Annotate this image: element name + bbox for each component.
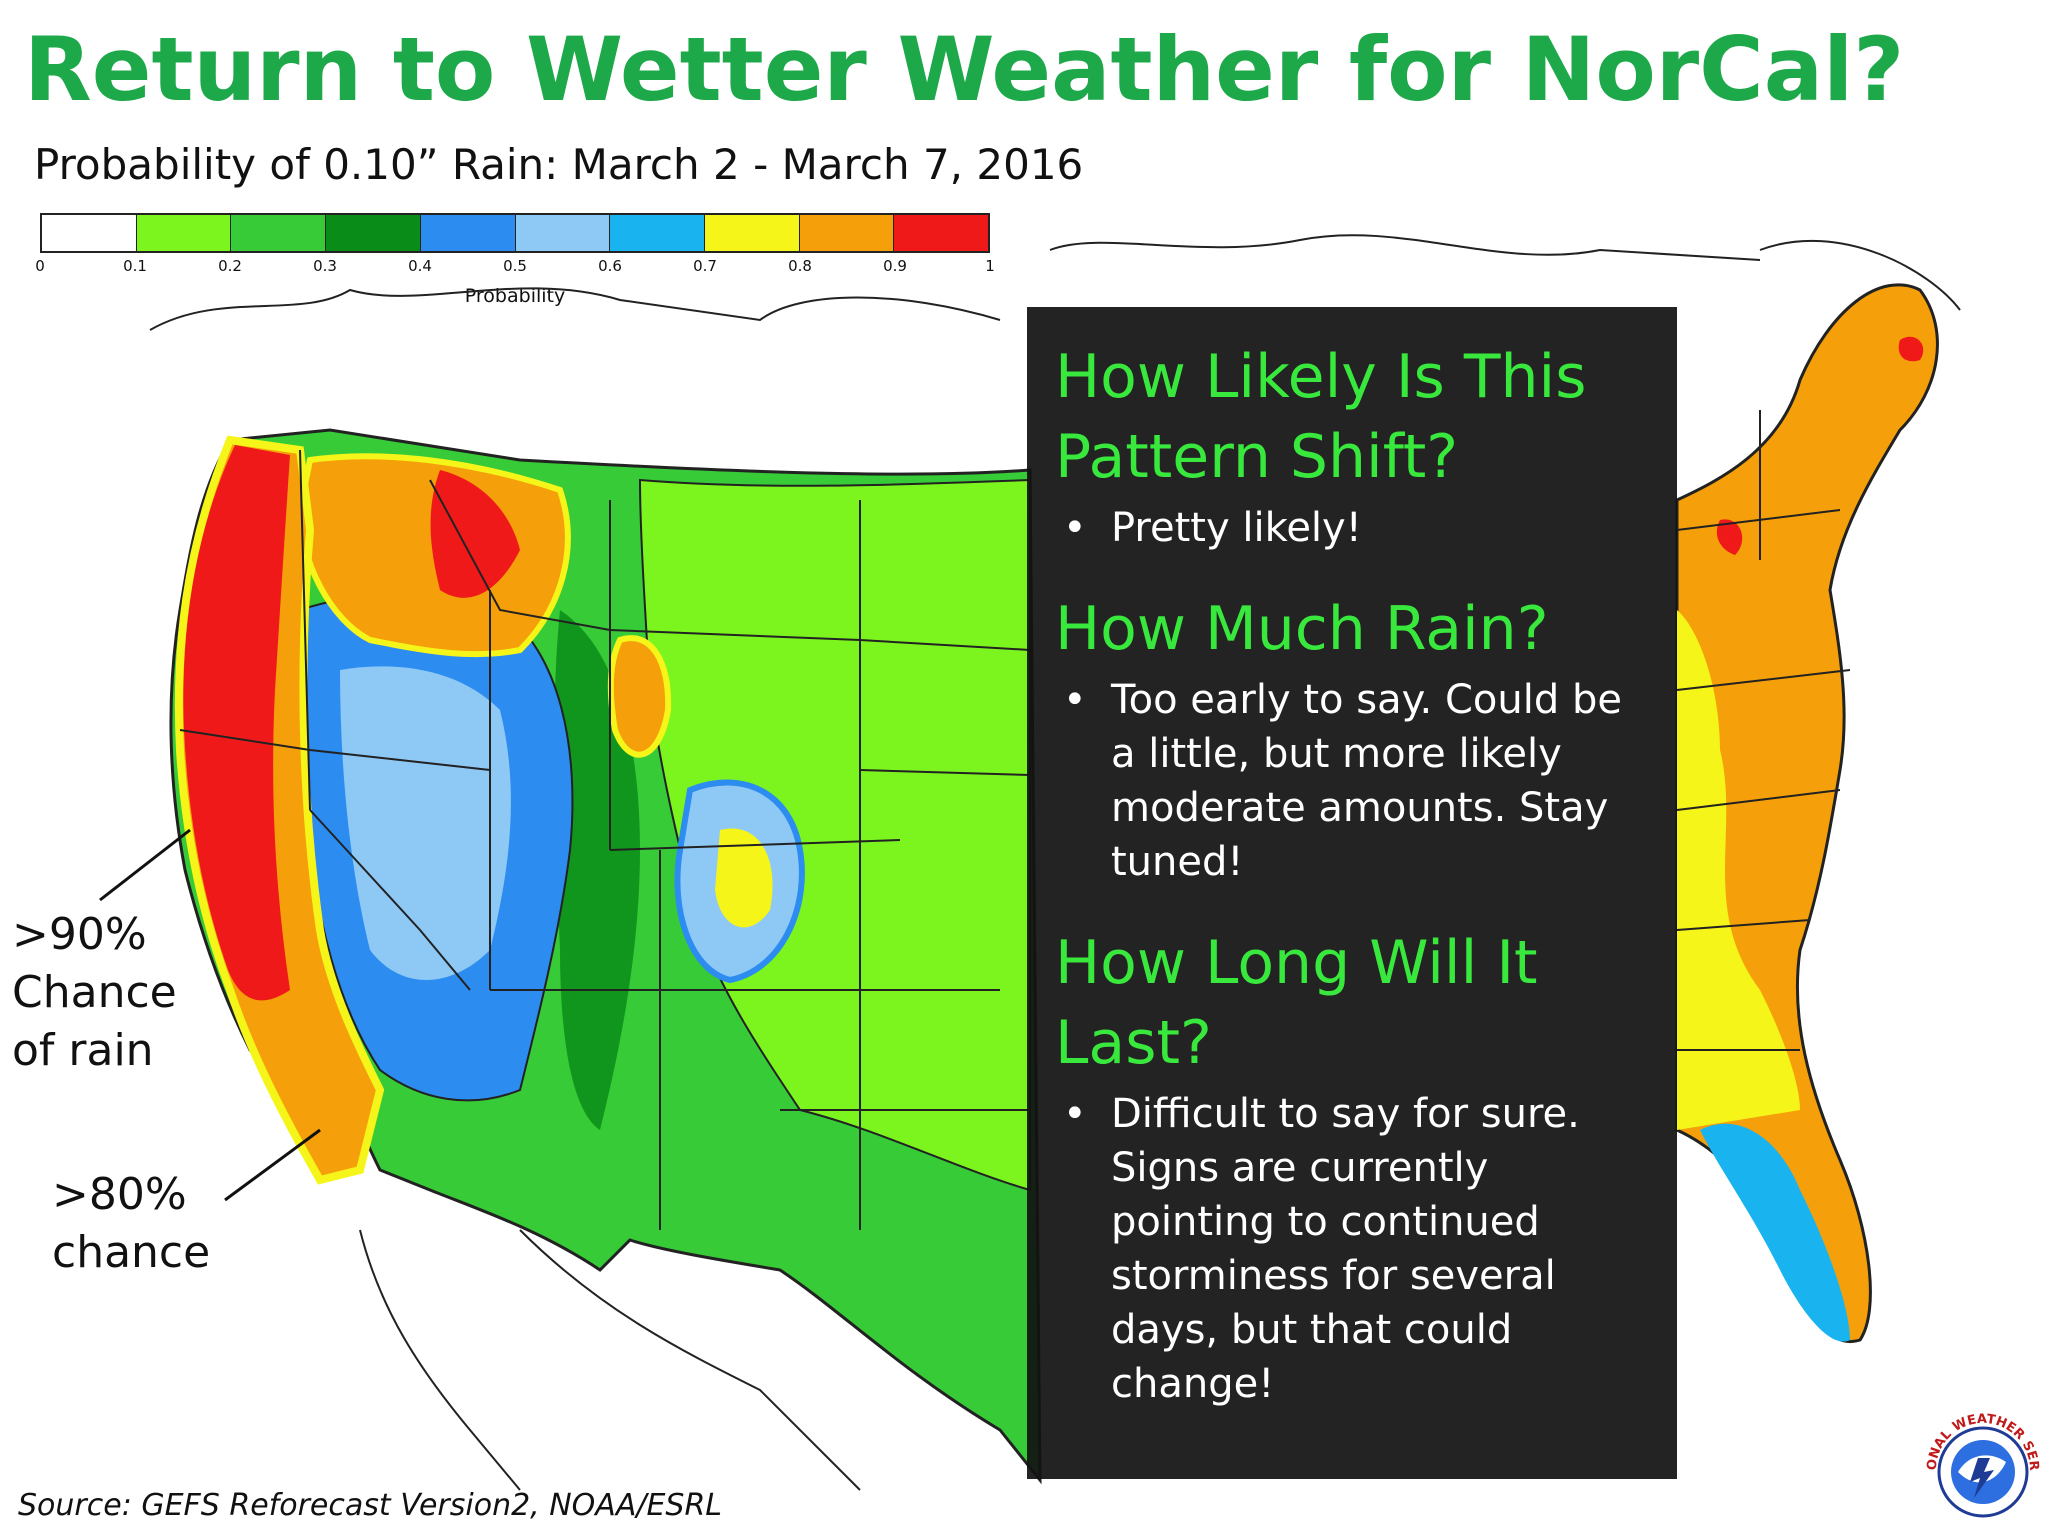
colorbar-swatches <box>40 213 990 253</box>
annotation-line: of rain <box>12 1025 154 1076</box>
west-coast-red <box>183 445 290 1001</box>
state-boundaries <box>179 449 1031 1230</box>
answer-list-duration: Difficult to say for sure. Signs are cur… <box>1055 1087 1649 1411</box>
map-subtitle: Probability of 0.10” Rain: March 2 - Mar… <box>34 140 1084 189</box>
new-york-red <box>1716 519 1743 555</box>
colorbar-tick-label: 0 <box>35 257 45 275</box>
answer-list-amount: Too early to say. Could be a little, but… <box>1055 673 1649 889</box>
colorbar-swatch <box>515 215 611 251</box>
colorbar-swatch <box>231 215 327 251</box>
colorbar-ticks: 0 0.1 0.2 0.3 0.4 0.5 0.6 0.7 0.8 0.9 1 <box>35 257 995 283</box>
colorbar-tick-label: 0.5 <box>503 257 527 275</box>
wyoming-orange <box>607 635 672 758</box>
colorbar-tick-label: 0.6 <box>598 257 622 275</box>
answer-list-likely: Pretty likely! <box>1055 501 1649 555</box>
colorado-yellow <box>715 828 773 928</box>
colorbar-tick-label: 0.7 <box>693 257 717 275</box>
colorbar-swatch <box>610 215 705 251</box>
colorbar-swatch <box>894 215 989 251</box>
answer-bullet: Difficult to say for sure. Signs are cur… <box>1055 1087 1649 1411</box>
colorbar-tick-label: 0.3 <box>313 257 337 275</box>
question-heading-duration: How Long Will It Last? <box>1055 928 1538 1078</box>
ninety-percent-pointer <box>99 828 191 902</box>
question-heading-likely: How Likely Is This Pattern Shift? <box>1055 342 1587 492</box>
annotation-line: >80% <box>52 1169 187 1220</box>
ninety-percent-annotation: >90% Chance of rain <box>12 906 177 1080</box>
colorbar-swatch <box>42 215 137 251</box>
east-state-boundaries <box>1676 410 1851 1051</box>
answer-bullet: Too early to say. Could be a little, but… <box>1055 673 1649 889</box>
east-coast-yellow <box>1677 610 1800 1130</box>
annotation-line: chance <box>52 1227 211 1278</box>
colorbar-swatch <box>420 215 516 251</box>
colorbar-swatch <box>136 215 232 251</box>
eighty-percent-annotation: >80% chance <box>52 1166 210 1282</box>
colorbar-tick-label: 0.4 <box>408 257 432 275</box>
answer-bullet: Pretty likely! <box>1055 501 1649 555</box>
colorbar-tick-label: 1 <box>985 257 995 275</box>
colorbar-tick-label: 0.2 <box>218 257 242 275</box>
colorbar-tick-label: 0.1 <box>123 257 147 275</box>
colorbar-swatch <box>326 215 421 251</box>
source-credit: Source: GEFS Reforecast Version2, NOAA/E… <box>18 1488 723 1523</box>
colorbar-swatch <box>799 215 895 251</box>
maine-red <box>1898 336 1924 362</box>
info-panel: How Likely Is This Pattern Shift? Pretty… <box>1027 307 1677 1479</box>
precipitation-probability-map <box>99 234 1961 1491</box>
eighty-percent-pointer <box>224 1128 321 1202</box>
annotation-line: Chance <box>12 967 177 1018</box>
colorbar-swatch <box>704 215 800 251</box>
great-basin-light-blue <box>340 666 511 980</box>
nws-logo-icon: NATIONAL WEATHER SERVICE <box>1918 1400 2041 1518</box>
northern-rockies-red <box>430 470 520 598</box>
page-title: Return to Wetter Weather for NorCal? <box>24 18 1905 121</box>
colorbar-tick-label: 0.8 <box>788 257 812 275</box>
florida-light-blue <box>1700 1123 1850 1342</box>
question-heading-amount: How Much Rain? <box>1055 594 1549 664</box>
annotation-line: >90% <box>12 909 147 960</box>
colorbar-tick-label: 0.9 <box>883 257 907 275</box>
